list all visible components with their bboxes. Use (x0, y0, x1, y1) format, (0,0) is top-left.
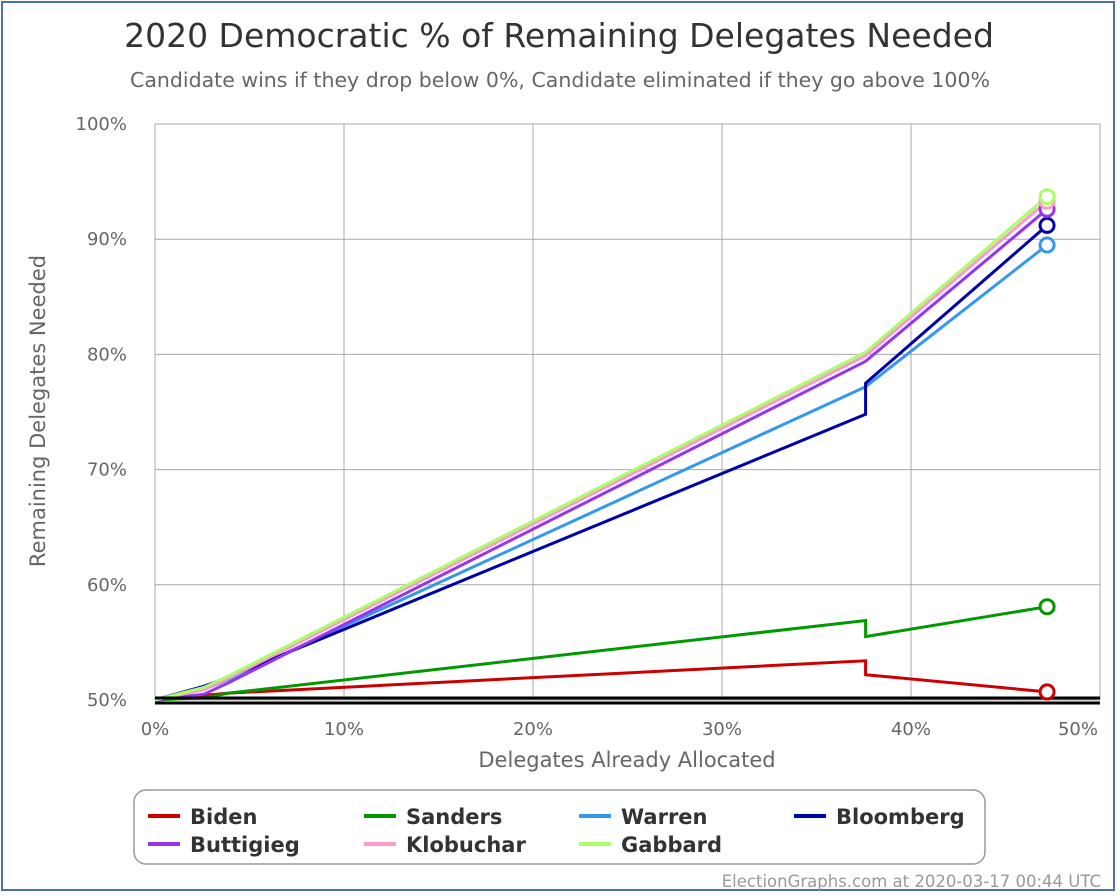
y-tick-label: 80% (87, 344, 127, 365)
legend-box (133, 789, 986, 865)
credit-text: ElectionGraphs.com at 2020-03-17 00:44 U… (722, 872, 1101, 891)
legend-label-klobuchar[interactable]: Klobuchar (406, 833, 526, 857)
series-line-biden (154, 659, 1048, 702)
legend-label-biden[interactable]: Biden (190, 805, 257, 829)
x-tick-label: 0% (141, 719, 170, 740)
series-line-buttigieg (154, 208, 1049, 702)
legend-label-sanders[interactable]: Sanders (406, 805, 502, 829)
chart-subtitle: Candidate wins if they drop below 0%, Ca… (130, 68, 990, 92)
threshold-line (155, 696, 1100, 705)
series-lines (154, 195, 1049, 702)
y-tick-label: 50% (87, 690, 127, 711)
series-line-gabbard (154, 195, 1049, 702)
y-axis-label: Remaining Delegates Needed (26, 255, 50, 567)
legend-label-bloomberg[interactable]: Bloomberg (836, 805, 965, 829)
x-axis-ticks: 0% 10% 20% 30% 40% 50% (141, 719, 1098, 740)
end-marker-biden (1038, 683, 1056, 701)
y-tick-label: 90% (87, 229, 127, 250)
x-tick-label: 40% (891, 719, 931, 740)
legend-label-buttigieg[interactable]: Buttigieg (190, 833, 300, 857)
x-tick-label: 20% (513, 719, 553, 740)
end-marker-bloomberg (1038, 216, 1056, 234)
y-axis-ticks: 50% 60% 70% 80% 90% 100% (76, 114, 127, 711)
x-tick-label: 10% (324, 719, 364, 740)
x-axis-label: Delegates Already Allocated (478, 748, 775, 772)
grid (154, 123, 1101, 701)
y-tick-label: 60% (87, 575, 127, 596)
series-line-klobuchar (154, 200, 1049, 702)
end-marker-gabbard (1038, 188, 1056, 206)
legend-label-warren[interactable]: Warren (621, 805, 708, 829)
end-marker-sanders (1038, 598, 1056, 616)
x-tick-label: 30% (702, 719, 742, 740)
y-tick-label: 70% (87, 460, 127, 481)
y-tick-label: 100% (76, 114, 127, 135)
legend: Biden Sanders Warren Bloomberg Buttigieg Klob… (133, 789, 986, 865)
end-marker-warren (1038, 236, 1056, 254)
chart-title: 2020 Democratic % of Remaining Delegates… (124, 16, 994, 55)
legend-label-gabbard[interactable]: Gabbard (621, 833, 722, 857)
x-tick-label: 50% (1058, 719, 1098, 740)
end-markers (1038, 188, 1056, 701)
